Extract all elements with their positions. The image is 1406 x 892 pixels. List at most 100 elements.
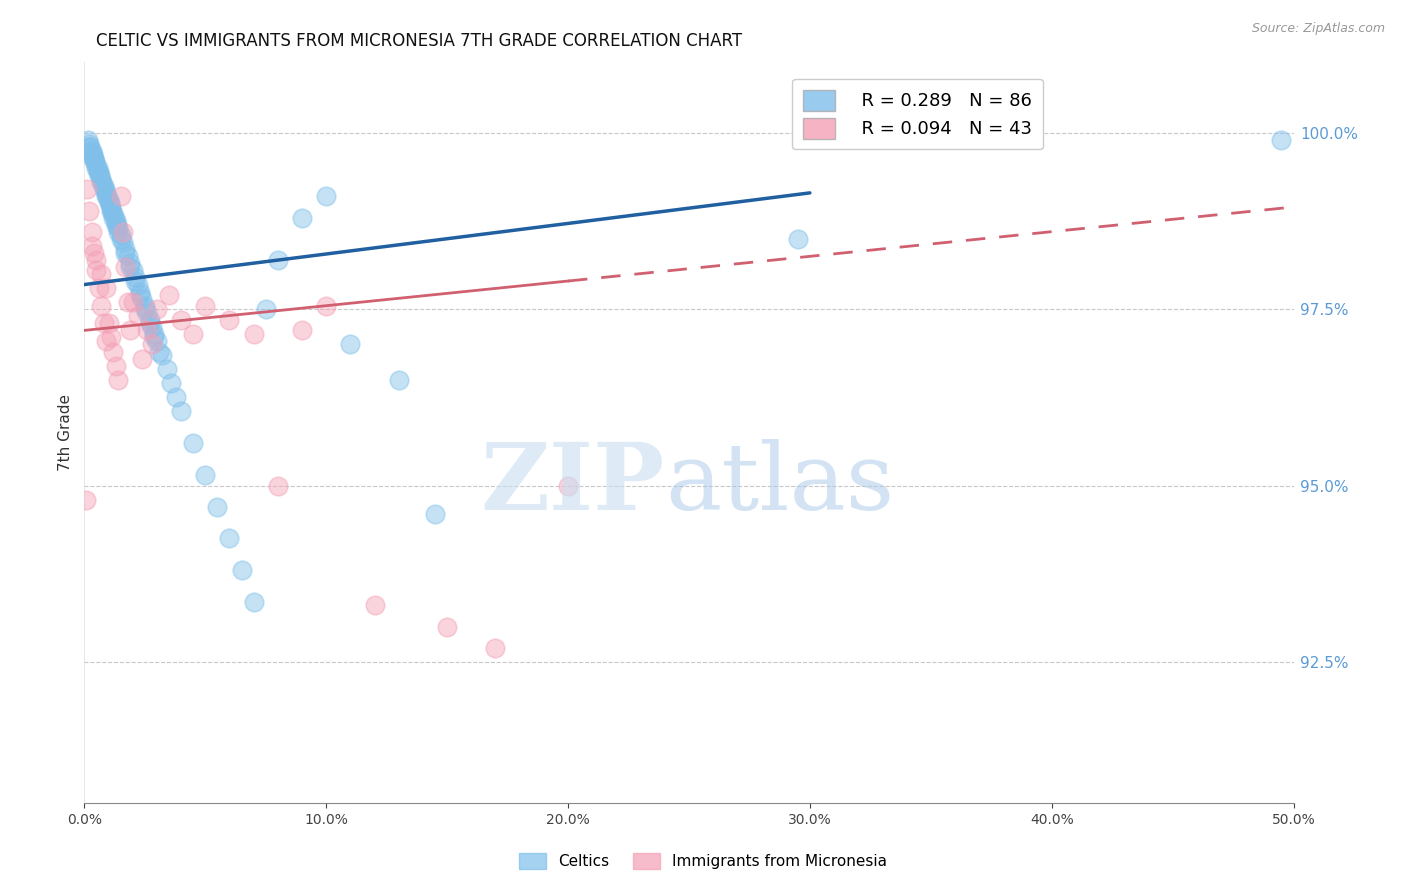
Point [90,171,112,186]
Point [138,313,160,327]
Point [97,193,120,207]
Point [117,295,139,310]
Point [77,136,100,151]
Legend:   R = 0.289   N = 86,   R = 0.094   N = 43: R = 0.289 N = 86, R = 0.094 N = 43 [792,78,1043,150]
Point [150,348,173,362]
Point [218,313,240,327]
Point [86,263,108,277]
Point [80,239,103,253]
Point [90,175,112,189]
Point [557,478,579,492]
Point [97,196,120,211]
Point [114,242,136,256]
Point [127,277,149,292]
Point [105,218,128,232]
Y-axis label: 7th Grade: 7th Grade [58,394,73,471]
Point [131,292,153,306]
Point [93,178,115,193]
Point [291,323,314,337]
Point [79,140,101,154]
Point [94,334,117,348]
Point [87,165,110,179]
Point [100,330,122,344]
Point [231,563,253,577]
Point [97,316,120,330]
Point [155,362,177,376]
Point [96,189,118,203]
Point [315,189,337,203]
Point [121,263,143,277]
Point [1270,133,1292,147]
Point [170,404,193,418]
Point [94,189,117,203]
Point [104,359,127,373]
Point [165,390,187,404]
Text: CELTIC VS IMMIGRANTS FROM MICRONESIA 7TH GRADE CORRELATION CHART: CELTIC VS IMMIGRANTS FROM MICRONESIA 7TH… [97,32,742,50]
Point [170,313,193,327]
Point [76,182,98,196]
Point [138,316,160,330]
Point [112,235,135,250]
Point [77,140,100,154]
Point [104,214,127,228]
Point [77,203,100,218]
Point [267,252,290,267]
Point [148,344,170,359]
Point [103,207,125,221]
Point [93,182,115,196]
Point [194,467,217,482]
Point [100,200,122,214]
Point [101,203,124,218]
Point [86,158,108,172]
Point [82,151,104,165]
Point [194,299,217,313]
Point [83,245,105,260]
Point [112,225,135,239]
Point [129,285,152,299]
Text: Source: ZipAtlas.com: Source: ZipAtlas.com [1251,22,1385,36]
Point [134,302,156,317]
Point [103,211,125,225]
Point [134,299,156,313]
Point [83,154,105,169]
Point [120,323,142,337]
Point [107,221,129,235]
Point [120,256,142,270]
Point [117,249,139,263]
Point [82,147,104,161]
Point [484,640,506,655]
Point [94,281,117,295]
Point [141,337,163,351]
Point [136,323,159,337]
Point [83,151,105,165]
Point [143,326,166,341]
Point [86,161,108,176]
Point [143,330,166,344]
Point [91,175,114,189]
Point [94,182,117,196]
Point [423,507,446,521]
Point [146,302,169,317]
Point [181,436,204,450]
Point [80,147,103,161]
Point [267,478,290,492]
Point [110,189,132,203]
Point [87,281,110,295]
Point [120,260,142,274]
Point [160,376,183,391]
Point [90,299,112,313]
Point [86,161,108,176]
Point [291,211,314,225]
Point [146,334,169,348]
Point [114,260,136,274]
Point [124,274,146,288]
Point [181,326,204,341]
Point [131,351,153,366]
Point [75,492,97,507]
Point [242,326,264,341]
Point [104,211,127,225]
Point [141,319,163,334]
Point [94,186,117,200]
Point [104,218,127,232]
Point [98,196,121,211]
